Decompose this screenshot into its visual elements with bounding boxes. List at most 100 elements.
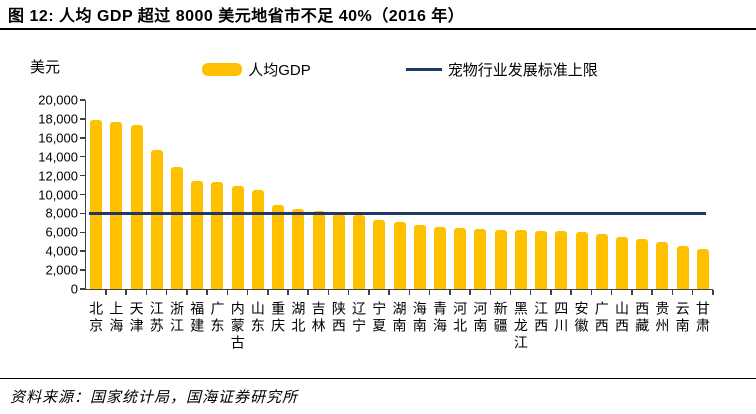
x-axis-tick-mark [246, 290, 249, 295]
x-axis-tick-mark [428, 290, 431, 295]
x-axis-tick-mark [267, 290, 269, 295]
gdp-bar-辽宁 [353, 215, 366, 289]
gdp-bar-吉林 [312, 210, 325, 289]
gdp-bar-广西 [595, 233, 608, 289]
x-axis-label-新疆: 新疆 [492, 301, 509, 335]
x-axis-label-河北: 河北 [452, 301, 469, 335]
x-axis-label-云南: 云南 [674, 301, 691, 335]
legend-bar-label: 人均GDP [248, 61, 311, 79]
x-axis-tick-mark [671, 290, 674, 295]
x-axis-tick-mark [449, 290, 451, 295]
x-axis-label-福建: 福建 [189, 301, 206, 335]
x-axis-tick-mark [186, 290, 188, 295]
gdp-bar-河北 [454, 227, 467, 289]
x-axis-label-内蒙古: 内蒙古 [229, 301, 246, 352]
x-axis-label-甘肃: 甘肃 [694, 301, 711, 335]
gdp-bar-青海 [433, 226, 446, 289]
y-axis-tick-label: 20,000 [38, 92, 78, 108]
x-axis-tick-mark [610, 290, 613, 295]
gdp-bar-陕西 [332, 214, 345, 289]
x-axis-label-湖北: 湖北 [290, 301, 307, 335]
y-axis-tick-mark [80, 269, 85, 271]
x-axis-label-青海: 青海 [431, 301, 448, 335]
x-axis-tick-mark [489, 290, 492, 295]
y-axis-tick-label: 2,000 [45, 262, 78, 278]
gdp-bar-四川 [555, 231, 568, 289]
x-axis-label-海南: 海南 [411, 301, 428, 335]
y-axis-tick-label: 8,000 [45, 205, 78, 221]
y-axis-tick-mark [80, 193, 85, 196]
x-axis-tick-mark [509, 290, 512, 295]
x-axis-label-江西: 江西 [533, 301, 550, 335]
x-axis-tick-mark [691, 290, 694, 295]
gdp-bar-广东 [211, 182, 224, 289]
x-axis-tick-mark [712, 290, 714, 295]
x-axis-label-四川: 四川 [553, 301, 570, 335]
x-axis-label-广东: 广东 [209, 301, 226, 335]
x-axis-label-湖南: 湖南 [391, 301, 408, 335]
x-axis-label-贵州: 贵州 [654, 301, 671, 335]
x-axis-label-河南: 河南 [472, 301, 489, 335]
gdp-bar-贵州 [656, 241, 669, 289]
x-axis-tick-mark [206, 290, 208, 295]
y-axis-tick-mark [80, 174, 85, 177]
threshold-line-8000 [89, 211, 706, 215]
x-axis-label-山东: 山东 [249, 301, 266, 335]
y-axis-unit-label: 美元 [30, 59, 61, 76]
gdp-bar-黑龙江 [514, 230, 527, 289]
x-axis-label-吉林: 吉林 [310, 301, 327, 335]
x-axis-label-天津: 天津 [128, 301, 145, 335]
y-axis-tick-label: 0 [70, 281, 78, 297]
gdp-bar-安徽 [575, 232, 588, 289]
y-axis-tick-mark [80, 288, 85, 290]
x-axis-label-江苏: 江苏 [148, 301, 165, 335]
y-axis-tick-label: 12,000 [38, 168, 78, 184]
source-bar: 资料来源：国家统计局，国海证券研究所 [0, 378, 756, 414]
gdp-bar-山西 [615, 237, 628, 289]
x-axis-tick-mark [327, 290, 330, 295]
gdp-bar-重庆 [272, 204, 285, 289]
gdp-bar-新疆 [494, 229, 507, 289]
gdp-bar-宁夏 [373, 220, 386, 289]
y-axis-tick-label: 18,000 [38, 111, 78, 127]
y-axis-tick-mark [80, 212, 85, 215]
gdp-bar-chart: 0 2,000 4,000 6,000 8,000 10,000 12,000 14,000 1… [38, 92, 714, 352]
x-axis-label-北京: 北京 [88, 301, 105, 335]
legend-item-threshold: 宠物行业发展标准上限 [405, 59, 598, 80]
x-axis-label-辽宁: 辽宁 [351, 301, 368, 335]
chart-legend: 人均GDP 宠物行业发展标准上限 [120, 58, 680, 80]
y-axis-tick-mark [80, 250, 85, 252]
x-axis-tick-mark [469, 290, 471, 295]
x-axis-label-上海: 上海 [108, 301, 125, 335]
x-axis-label-宁夏: 宁夏 [371, 301, 388, 335]
chart-plot-area [85, 100, 713, 290]
gdp-bar-天津 [130, 124, 143, 289]
x-axis-tick-mark [570, 290, 572, 295]
x-axis-tick-mark [287, 290, 289, 295]
figure-title: 图 12: 人均 GDP 超过 8000 美元地省市不足 40%（2016 年） [8, 8, 465, 25]
x-axis-tick-mark [408, 290, 411, 295]
gdp-bar-内蒙古 [231, 186, 244, 289]
y-axis-tick-mark [80, 137, 85, 139]
x-axis-tick-mark [145, 290, 148, 295]
x-axis-tick-mark [125, 290, 127, 295]
x-axis-tick-mark [105, 290, 107, 295]
x-axis-tick-mark [529, 290, 532, 295]
gdp-bar-上海 [110, 121, 123, 289]
gdp-bar-山东 [251, 189, 264, 289]
source-text: 资料来源：国家统计局，国海证券研究所 [10, 390, 299, 406]
x-axis-label-西藏: 西藏 [634, 301, 651, 335]
legend-line-label: 宠物行业发展标准上限 [447, 61, 598, 79]
x-axis-label-陕西: 陕西 [330, 301, 347, 335]
x-axis-tick-mark [590, 290, 593, 295]
x-axis-tick-mark [651, 290, 653, 295]
x-axis-label-重庆: 重庆 [270, 301, 287, 335]
gdp-bar-江西 [535, 230, 548, 289]
x-axis-tick-mark [550, 290, 552, 295]
legend-bar-swatch-icon [202, 62, 243, 76]
gdp-bar-河南 [474, 228, 487, 289]
figure-title-bar: 图 12: 人均 GDP 超过 8000 美元地省市不足 40%（2016 年） [0, 0, 756, 30]
y-axis-tick-mark [80, 99, 85, 101]
x-axis-tick-mark [165, 290, 168, 295]
gdp-bar-西藏 [636, 238, 649, 289]
